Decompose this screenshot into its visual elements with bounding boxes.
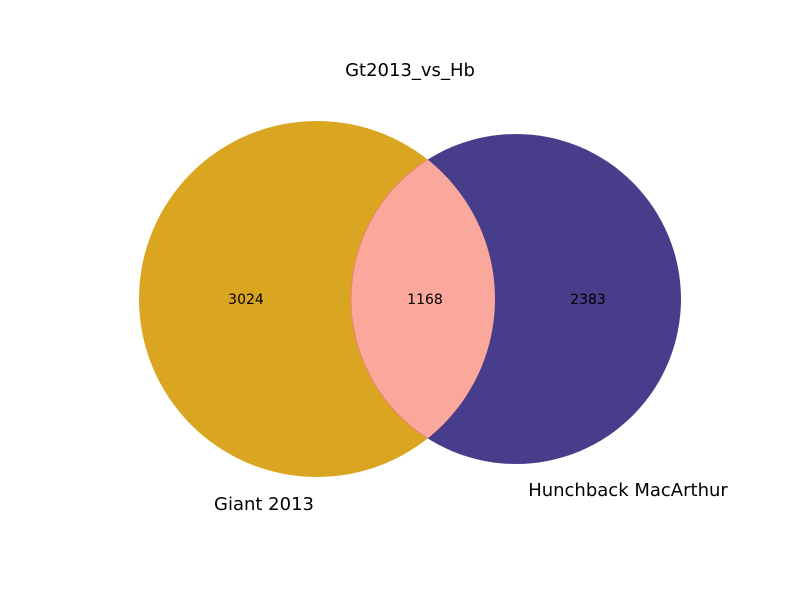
- intersection-count: 1168: [407, 292, 443, 308]
- set-a-label: Giant 2013: [214, 494, 314, 515]
- chart-title: Gt2013_vs_Hb: [345, 60, 475, 81]
- set-b-only-count: 2383: [570, 292, 606, 308]
- intersection-region: [350, 133, 495, 465]
- set-b-label: Hunchback MacArthur: [528, 480, 728, 501]
- set-a-only-count: 3024: [228, 292, 264, 308]
